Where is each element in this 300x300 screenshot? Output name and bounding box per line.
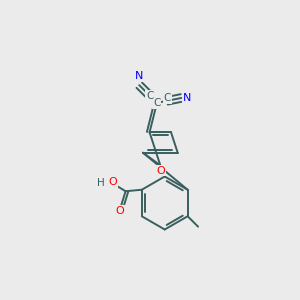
- Text: O: O: [115, 206, 124, 216]
- Text: C: C: [146, 91, 153, 100]
- Text: N: N: [183, 93, 191, 103]
- Text: O: O: [109, 178, 117, 188]
- Text: H: H: [98, 178, 105, 188]
- Text: C: C: [164, 93, 171, 103]
- Text: N: N: [135, 71, 143, 81]
- Text: C: C: [153, 98, 161, 108]
- Text: O: O: [156, 166, 165, 176]
